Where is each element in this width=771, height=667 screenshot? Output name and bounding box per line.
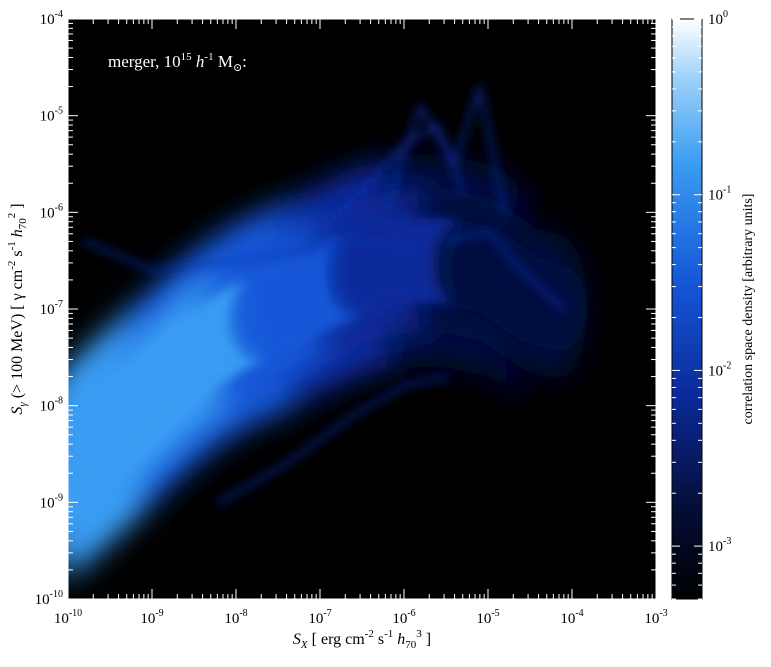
x-axis-title: SX [ erg cm-2 s-1 h703 ] (293, 628, 431, 651)
density-layer-2 (68, 217, 588, 517)
density-filament-3 (443, 228, 567, 312)
colorbar (671, 18, 703, 600)
x-tick-label: 10-5 (476, 608, 499, 627)
density-filament-4 (216, 373, 449, 506)
panel-annotation: merger, 1015 h-1 M⊙: (108, 51, 247, 74)
x-tick-label: 10-9 (140, 608, 163, 627)
y-tick-label: 10-10 (35, 589, 63, 608)
y-tick-label: 10-9 (40, 492, 63, 511)
density-field (68, 83, 588, 580)
y-tick-label: 10-6 (40, 202, 63, 221)
colorbar-tick-label: 10-3 (708, 536, 731, 555)
x-tick-label: 10-6 (392, 608, 415, 627)
density-filament-2 (317, 122, 466, 235)
x-tick-label: 10-10 (54, 608, 82, 627)
colorbar-title: correlation space density [arbitrary uni… (741, 194, 756, 425)
x-tick-label: 10-4 (560, 608, 583, 627)
y-tick-label: 10-5 (40, 106, 63, 125)
y-tick-labels: 10-10 10-9 10-8 10-7 10-6 10-5 10-4 (35, 9, 63, 608)
y-tick-label: 10-4 (40, 9, 63, 28)
x-tick-label: 10-8 (224, 608, 247, 627)
axis-ticks (67, 18, 657, 600)
y-tick-label: 10-7 (40, 299, 63, 318)
x-tick-label: 10-7 (308, 608, 331, 627)
y-tick-label: 10-8 (40, 396, 63, 415)
colorbar-tick-label: 100 (708, 9, 728, 28)
density-filament-0 (81, 238, 424, 274)
colorbar-tick-label: 10-2 (708, 360, 731, 379)
x-tick-labels: 10-10 10-9 10-8 10-7 10-6 10-5 10-4 10-3 (54, 608, 668, 627)
density-filaments (81, 83, 567, 506)
y-axis-title: Sγ (> 100 MeV) [ γ cm-2 s-1 h702 ] (6, 203, 29, 414)
x-tick-label: 10-3 (644, 608, 667, 627)
colorbar-ticks: 10-3 10-2 10-1 100 (672, 9, 731, 600)
colorbar-tick-label: 10-1 (708, 185, 731, 204)
